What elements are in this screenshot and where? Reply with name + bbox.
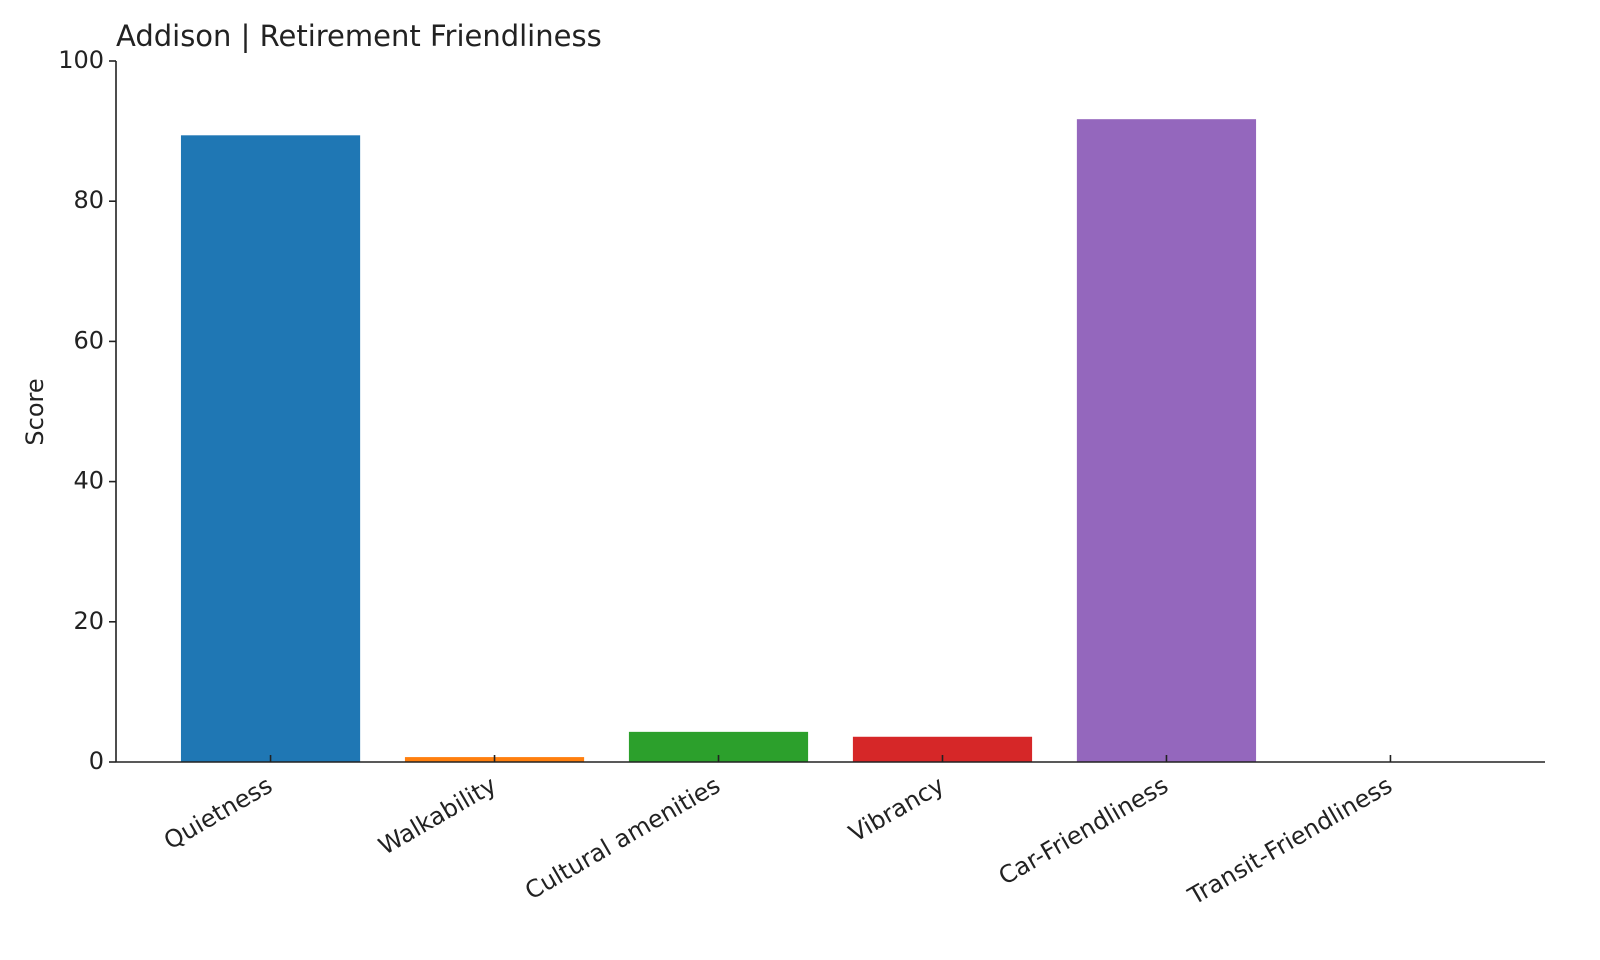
y-tick-label: 60 bbox=[73, 326, 104, 354]
y-tick-label: 40 bbox=[73, 467, 104, 495]
y-tick-label: 80 bbox=[73, 186, 104, 214]
chart-title: Addison | Retirement Friendliness bbox=[116, 19, 602, 53]
x-tick-label: Quietness bbox=[159, 771, 277, 855]
x-tick-label: Transit-Friendliness bbox=[1183, 771, 1397, 911]
x-tick-label: Walkability bbox=[374, 771, 501, 861]
x-tick-label: Car-Friendliness bbox=[994, 771, 1173, 891]
bar bbox=[1076, 119, 1257, 763]
bar bbox=[180, 135, 361, 762]
y-tick-label: 0 bbox=[89, 747, 104, 775]
x-tick-label: Vibrancy bbox=[844, 771, 949, 848]
x-tick-label: Cultural amenities bbox=[520, 771, 725, 905]
y-tick-label: 20 bbox=[73, 607, 104, 635]
y-tick-label: 100 bbox=[58, 46, 104, 74]
y-axis-label: Score bbox=[21, 378, 49, 445]
